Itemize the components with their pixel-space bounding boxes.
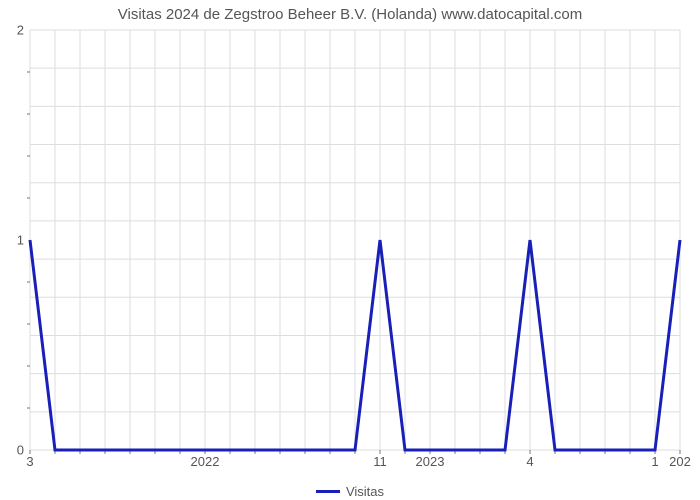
x-tick-label: 2023 (416, 454, 445, 469)
chart-title: Visitas 2024 de Zegstroo Beheer B.V. (Ho… (0, 6, 700, 23)
y-tick-label: 0 (4, 443, 24, 458)
x-tick-label: 202 (669, 454, 691, 469)
x-tick-label: 3 (26, 454, 33, 469)
y-tick-label: 1 (4, 233, 24, 248)
chart-svg (30, 30, 680, 450)
x-tick-label: 2022 (191, 454, 220, 469)
legend-item-visitas: Visitas (316, 484, 384, 499)
plot-area (30, 30, 680, 450)
x-tick-label: 11 (373, 454, 387, 469)
legend-label: Visitas (346, 484, 384, 499)
legend: Visitas (0, 480, 700, 499)
x-tick-label: 4 (526, 454, 533, 469)
x-tick-label: 1 (651, 454, 658, 469)
legend-swatch (316, 490, 340, 493)
y-tick-label: 2 (4, 23, 24, 38)
